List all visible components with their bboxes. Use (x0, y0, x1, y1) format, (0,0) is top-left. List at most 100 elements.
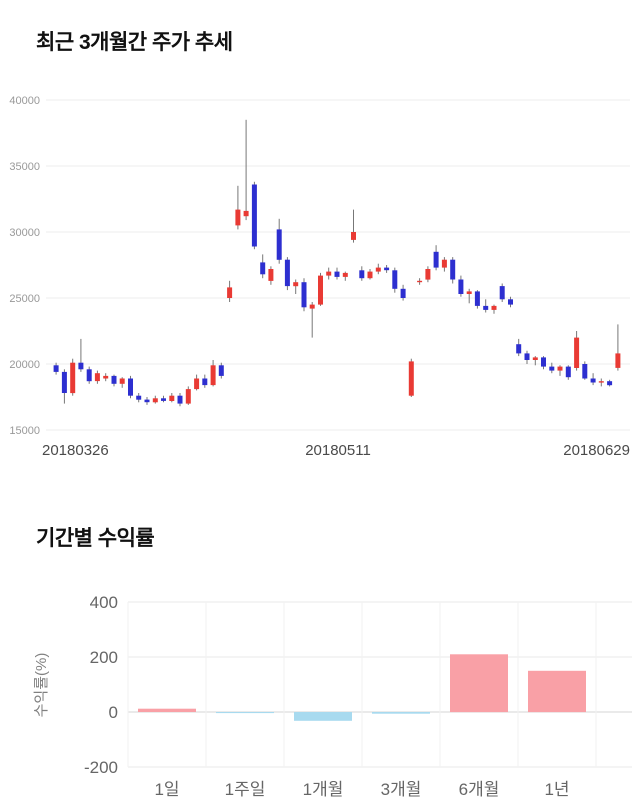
y-tick-label: -200 (84, 758, 118, 777)
returns-bar-svg: 400 200 0 -200 수익률(%) 1일 1주일 1개월 3개월 6개월 1년 (33, 593, 632, 799)
candle-body (268, 269, 274, 281)
candle-body (210, 365, 216, 386)
candle-body (61, 371, 67, 393)
candle-body (301, 282, 307, 308)
candle-body (508, 299, 513, 305)
bar-category-label: 1년 (544, 780, 569, 799)
candle-body (441, 259, 447, 268)
candle-body (532, 357, 538, 360)
return-bar (216, 712, 274, 714)
candle-body (598, 381, 604, 383)
candle-body (458, 279, 464, 294)
candle-body (474, 291, 480, 306)
return-bar (294, 712, 352, 721)
candle-body (70, 362, 76, 394)
candle-body (218, 365, 224, 376)
candle-body (276, 229, 282, 260)
candle-body (128, 378, 133, 396)
candle-body (326, 271, 332, 276)
candle-body (169, 395, 175, 401)
candle-body (367, 271, 373, 279)
candle-body (152, 398, 158, 403)
candle-body (94, 373, 100, 382)
price-candlestick-chart: 15000 20000 25000 30000 35000 40000 20180326 20… (0, 80, 640, 470)
y-tick-label: 20000 (9, 359, 40, 371)
candle-body (590, 378, 596, 383)
bar-category-label: 6개월 (459, 780, 500, 799)
price-chart-title: 최근 3개월간 주가 추세 (36, 31, 233, 54)
candle-body (582, 364, 588, 379)
candle-body (491, 305, 497, 310)
candle-body (284, 259, 290, 287)
y-tick-label: 200 (90, 648, 118, 667)
x-tick-label: 20180326 (42, 442, 109, 459)
return-bar (450, 654, 508, 713)
bar-category-label: 1일 (154, 780, 179, 799)
candle-body (433, 251, 439, 268)
candle-body (524, 353, 530, 360)
candle-body (103, 375, 109, 379)
returns-chart-title: 기간별 수익률 (36, 527, 155, 550)
candle-body (574, 337, 580, 368)
y-tick-label: 25000 (9, 293, 40, 305)
candle-body (243, 210, 249, 217)
candle-body (541, 357, 546, 367)
candle-body (375, 267, 381, 272)
y-tick-label: 30000 (9, 227, 40, 239)
return-bar (528, 670, 586, 713)
candle-body (516, 344, 522, 354)
candle-body (392, 270, 398, 289)
candle-body (549, 366, 555, 371)
y-tick-label: 400 (90, 593, 118, 612)
y-tick-label: 0 (109, 703, 118, 722)
y-axis-title: 수익률(%) (33, 653, 50, 718)
candle-body (177, 395, 183, 404)
x-tick-label: 20180629 (563, 442, 630, 459)
candle-body (607, 381, 613, 386)
candlestick-svg: 15000 20000 25000 30000 35000 40000 20180326 20… (9, 95, 630, 459)
candle-body (557, 366, 563, 371)
candle-body (260, 262, 266, 275)
candle-body (351, 232, 356, 240)
candle-body (483, 305, 489, 310)
candle-body (499, 286, 505, 300)
candle-body (194, 378, 200, 390)
bar-category-label: 1주일 (225, 780, 266, 799)
candle-body (359, 270, 365, 279)
candle-body (86, 369, 92, 382)
candle-body (119, 378, 125, 384)
return-bar (138, 708, 196, 712)
candle-body (384, 267, 390, 271)
x-tick-label: 20180511 (305, 442, 371, 459)
return-bar (372, 712, 430, 714)
bar-category-label: 1개월 (303, 780, 344, 799)
candle-body (293, 282, 299, 287)
candle-body (318, 275, 323, 305)
candle-body (450, 259, 456, 280)
candle-body (565, 366, 571, 378)
candle-body (161, 398, 166, 401)
candle-body (111, 375, 117, 384)
candle-body (309, 304, 315, 309)
candle-body (78, 362, 84, 370)
candle-body (408, 361, 414, 396)
candle-body (202, 378, 208, 386)
y-tick-label: 15000 (9, 425, 40, 437)
candle-body (334, 271, 340, 277)
y-tick-label: 35000 (9, 161, 40, 173)
candle-body (235, 209, 241, 226)
candle-body (342, 272, 348, 277)
candle-body (144, 399, 150, 403)
candle-body (615, 353, 621, 368)
candle-body (227, 287, 233, 298)
candle-body (425, 269, 431, 280)
candle-body (185, 389, 191, 404)
candle-body (466, 291, 472, 294)
returns-bar-chart: 400 200 0 -200 수익률(%) 1일 1주일 1개월 3개월 6개월 1년 (0, 570, 640, 810)
candle-body (417, 280, 423, 283)
candle-body (251, 184, 257, 247)
candle-body (136, 395, 142, 400)
candle-body (400, 288, 406, 298)
y-tick-label: 40000 (9, 95, 40, 107)
